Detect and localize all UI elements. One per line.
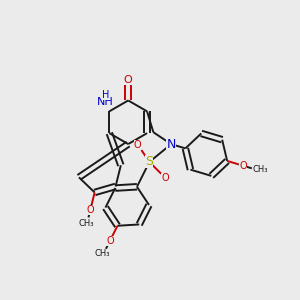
Text: CH₃: CH₃ <box>253 165 268 174</box>
Text: O: O <box>161 173 169 183</box>
Text: S: S <box>146 155 153 169</box>
Text: H: H <box>102 89 109 100</box>
Text: O: O <box>134 140 141 150</box>
Text: O: O <box>87 205 94 215</box>
Text: O: O <box>124 75 133 85</box>
Text: O: O <box>239 161 247 171</box>
Text: CH₃: CH₃ <box>94 249 110 258</box>
Text: N: N <box>167 138 176 151</box>
Text: CH₃: CH₃ <box>79 219 94 228</box>
Text: O: O <box>106 236 114 246</box>
Text: NH: NH <box>97 98 114 107</box>
